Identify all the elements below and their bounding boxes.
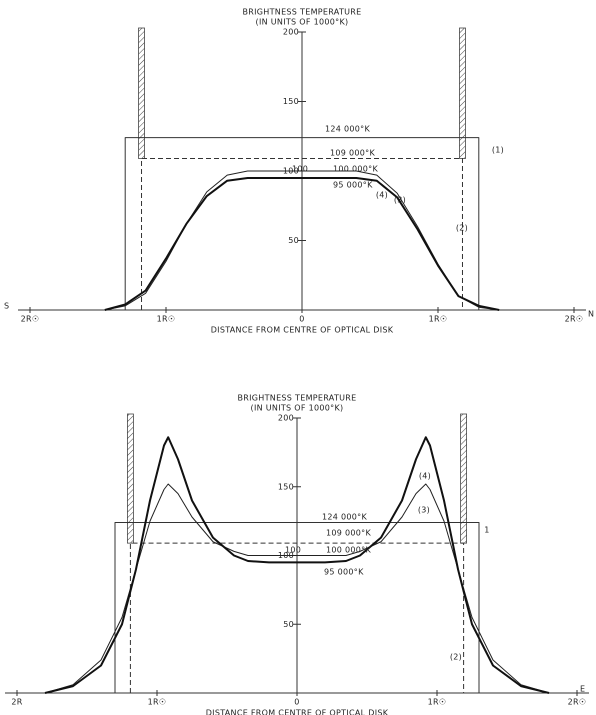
x-tick-label: 2R☉ — [565, 315, 584, 324]
x-tick-label: 1R☉ — [428, 698, 447, 707]
series-label: (2) — [450, 653, 462, 662]
series-label: (1) — [492, 146, 504, 155]
screen — [138, 27, 145, 159]
chart-title: BRIGHTNESS TEMPERATURE — [237, 394, 356, 403]
x-tick-label: 2R☉ — [568, 698, 587, 707]
y-tick-label: 200 — [283, 28, 299, 37]
annotation: 109 000°K — [330, 149, 375, 158]
annotation: 124 000°K — [325, 125, 370, 134]
screen — [459, 27, 466, 159]
x-tick-label: 1R☉ — [148, 698, 167, 707]
series-line — [129, 542, 465, 693]
series-line — [104, 176, 500, 311]
y-tick-label: 150 — [278, 482, 294, 491]
series-label: (3) — [418, 506, 430, 515]
screen — [127, 413, 134, 544]
x-axis-label: DISTANCE FROM CENTRE OF OPTICAL DISK — [211, 326, 394, 335]
series-label: (4) — [376, 191, 388, 200]
annotation: 100 000°K — [326, 546, 371, 555]
x-tick-label: 1R☉ — [157, 315, 176, 324]
series-line — [141, 157, 463, 310]
y-tick-label: 150 — [283, 97, 299, 106]
x-tick-label: 2R☉ — [21, 315, 40, 324]
annotation: 95 000°K — [324, 568, 364, 577]
annotation: 109 000°K — [326, 529, 371, 538]
series-label: (2) — [456, 224, 468, 233]
annotation: 100 000°K — [333, 165, 378, 174]
annotation: S — [4, 302, 9, 311]
y-tick-label: 50 — [288, 236, 299, 245]
annotation: 100 — [285, 546, 301, 555]
x-tick-label: 1R☉ — [429, 315, 448, 324]
screen — [460, 413, 468, 544]
y-tick-label: 50 — [283, 620, 294, 629]
annotation: N — [588, 310, 594, 319]
annotation: E — [580, 685, 585, 694]
chart-title: BRIGHTNESS TEMPERATURE — [242, 8, 361, 17]
annotation: 95 000°K — [333, 181, 373, 190]
chart-subtitle: (IN UNITS OF 1000°K) — [256, 18, 349, 27]
x-axis-label: DISTANCE FROM CENTRE OF OPTICAL DISK — [206, 709, 389, 715]
series-line — [44, 436, 550, 694]
series-line — [124, 137, 480, 310]
series-line — [114, 522, 480, 693]
series-label: (4) — [419, 472, 431, 481]
annotation: 100 — [292, 165, 308, 174]
series-line — [44, 483, 550, 694]
y-tick-label: 200 — [278, 414, 294, 423]
x-tick-label: 2R — [11, 698, 22, 707]
annotation: 124 000°K — [322, 513, 367, 522]
chart-subtitle: (IN UNITS OF 1000°K) — [251, 404, 344, 413]
x-tick-label: 0 — [294, 698, 299, 707]
series-label: 1 — [484, 526, 489, 535]
x-tick-label: 0 — [299, 315, 304, 324]
